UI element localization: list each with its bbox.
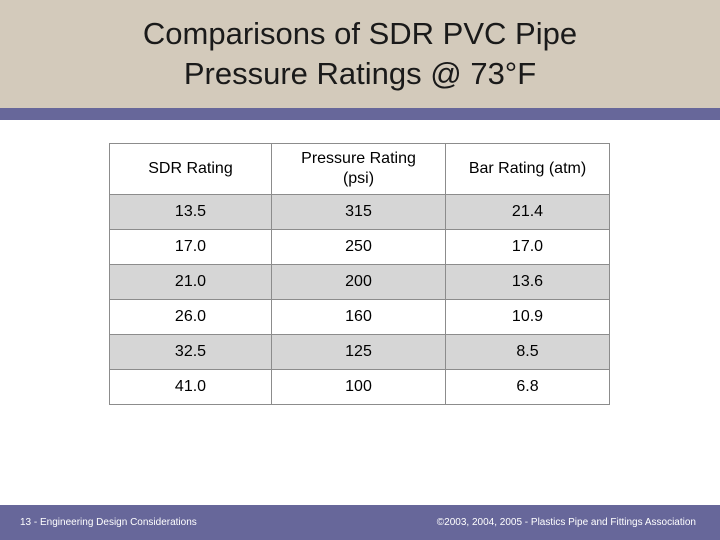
slide-title: Comparisons of SDR PVC Pipe Pressure Rat… [0, 14, 720, 94]
cell-sdr: 32.5 [109, 334, 272, 370]
table-row: 17.0 250 17.0 [109, 229, 610, 265]
cell-atm: 8.5 [445, 334, 610, 370]
cell-atm: 21.4 [445, 194, 610, 230]
cell-psi: 125 [271, 334, 446, 370]
cell-psi: 250 [271, 229, 446, 265]
header-pressure-rating-line-2: (psi) [342, 170, 375, 187]
table-header-row: SDR Rating Pressure Rating (psi) Bar Rat… [109, 143, 610, 195]
pressure-ratings-table: SDR Rating Pressure Rating (psi) Bar Rat… [109, 143, 610, 405]
table-row: 21.0 200 13.6 [109, 264, 610, 300]
header-pressure-rating-line-1: Pressure Rating [301, 150, 416, 167]
cell-atm: 6.8 [445, 369, 610, 405]
cell-atm: 13.6 [445, 264, 610, 300]
table-row: 41.0 100 6.8 [109, 369, 610, 405]
cell-sdr: 13.5 [109, 194, 272, 230]
table-row: 26.0 160 10.9 [109, 299, 610, 335]
cell-psi: 160 [271, 299, 446, 335]
footer-slide-label: 13 - Engineering Design Considerations [20, 517, 197, 528]
accent-bar [0, 108, 720, 120]
cell-sdr: 21.0 [109, 264, 272, 300]
footer-copyright: ©2003, 2004, 2005 - Plastics Pipe and Fi… [436, 517, 696, 528]
cell-atm: 10.9 [445, 299, 610, 335]
header-bar-rating: Bar Rating (atm) [445, 143, 610, 195]
cell-sdr: 17.0 [109, 229, 272, 265]
header-pressure-rating: Pressure Rating (psi) [271, 143, 446, 195]
cell-sdr: 41.0 [109, 369, 272, 405]
cell-psi: 100 [271, 369, 446, 405]
cell-psi: 315 [271, 194, 446, 230]
slide-title-line-2: Pressure Ratings @ 73°F [183, 56, 537, 91]
table-row: 13.5 315 21.4 [109, 194, 610, 230]
header-sdr-rating: SDR Rating [109, 143, 272, 195]
table-row: 32.5 125 8.5 [109, 334, 610, 370]
slide-title-line-1: Comparisons of SDR PVC Pipe [142, 16, 578, 51]
cell-sdr: 26.0 [109, 299, 272, 335]
title-band [0, 0, 720, 108]
cell-psi: 200 [271, 264, 446, 300]
cell-atm: 17.0 [445, 229, 610, 265]
footer-bar: 13 - Engineering Design Considerations ©… [0, 505, 720, 540]
